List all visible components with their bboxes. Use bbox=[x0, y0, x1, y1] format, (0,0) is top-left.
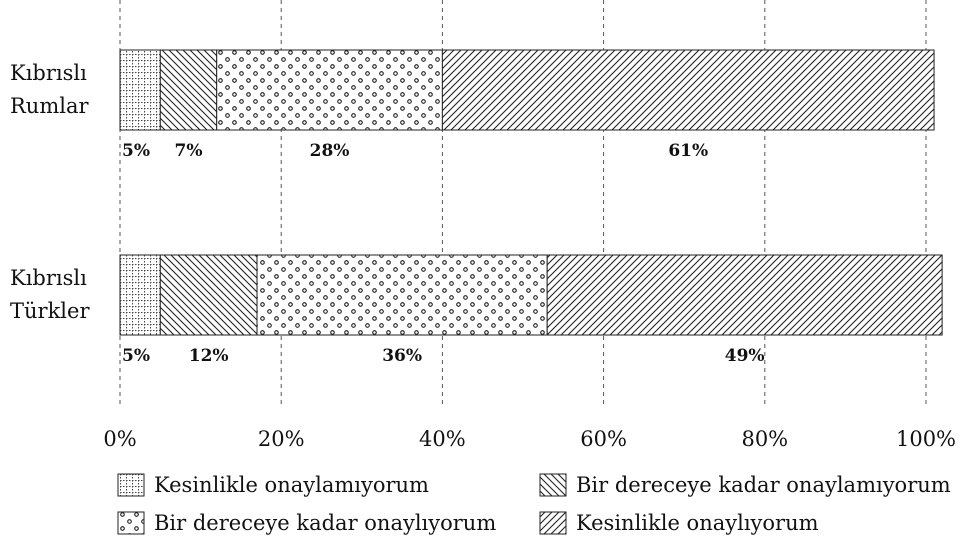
category-label: Kıbrıslı bbox=[10, 266, 87, 290]
legend-label: Kesinlikle onaylamıyorum bbox=[154, 473, 429, 497]
category-label: Kıbrıslı bbox=[10, 61, 87, 85]
category-label: Türkler bbox=[10, 299, 90, 323]
legend-swatch bbox=[117, 473, 145, 497]
data-label: 7% bbox=[175, 141, 203, 161]
x-tick-label: 80% bbox=[741, 427, 788, 451]
legend-swatch bbox=[539, 473, 567, 497]
x-tick-label: 60% bbox=[580, 427, 627, 451]
data-label: 61% bbox=[668, 141, 708, 161]
category-label: Rumlar bbox=[10, 94, 89, 118]
bar-segment bbox=[216, 49, 443, 131]
bar-segment bbox=[546, 254, 943, 336]
data-label: 5% bbox=[122, 141, 150, 161]
data-label: 49% bbox=[725, 346, 765, 366]
bar-segment bbox=[159, 254, 258, 336]
legend-label: Kesinlikle onaylıyorum bbox=[576, 511, 819, 535]
bar-segment bbox=[119, 254, 161, 336]
legend-label: Bir dereceye kadar onaylıyorum bbox=[154, 511, 496, 535]
bar-segment bbox=[159, 49, 218, 131]
legend: Kesinlikle onaylamıyorum Bir dereceye kad… bbox=[117, 473, 951, 535]
data-label: 28% bbox=[310, 141, 350, 161]
data-label: 36% bbox=[382, 346, 422, 366]
legend-swatch bbox=[539, 511, 567, 535]
x-tick-label: 100% bbox=[896, 427, 956, 451]
x-tick-label: 0% bbox=[103, 427, 136, 451]
labels: 0% 20% 40% 60% 80% 100% Kıbrıslı Rumlar 5% 7% 28% 6… bbox=[10, 61, 956, 451]
bar-segment bbox=[119, 49, 161, 131]
data-label: 12% bbox=[189, 346, 229, 366]
legend-swatch bbox=[117, 511, 145, 535]
x-tick-label: 20% bbox=[258, 427, 305, 451]
bar-segment bbox=[441, 49, 935, 131]
data-label: 5% bbox=[122, 346, 150, 366]
legend-label: Bir dereceye kadar onaylamıyorum bbox=[576, 473, 951, 497]
x-tick-label: 40% bbox=[419, 427, 466, 451]
bars bbox=[119, 49, 943, 336]
bar-segment bbox=[256, 254, 548, 336]
